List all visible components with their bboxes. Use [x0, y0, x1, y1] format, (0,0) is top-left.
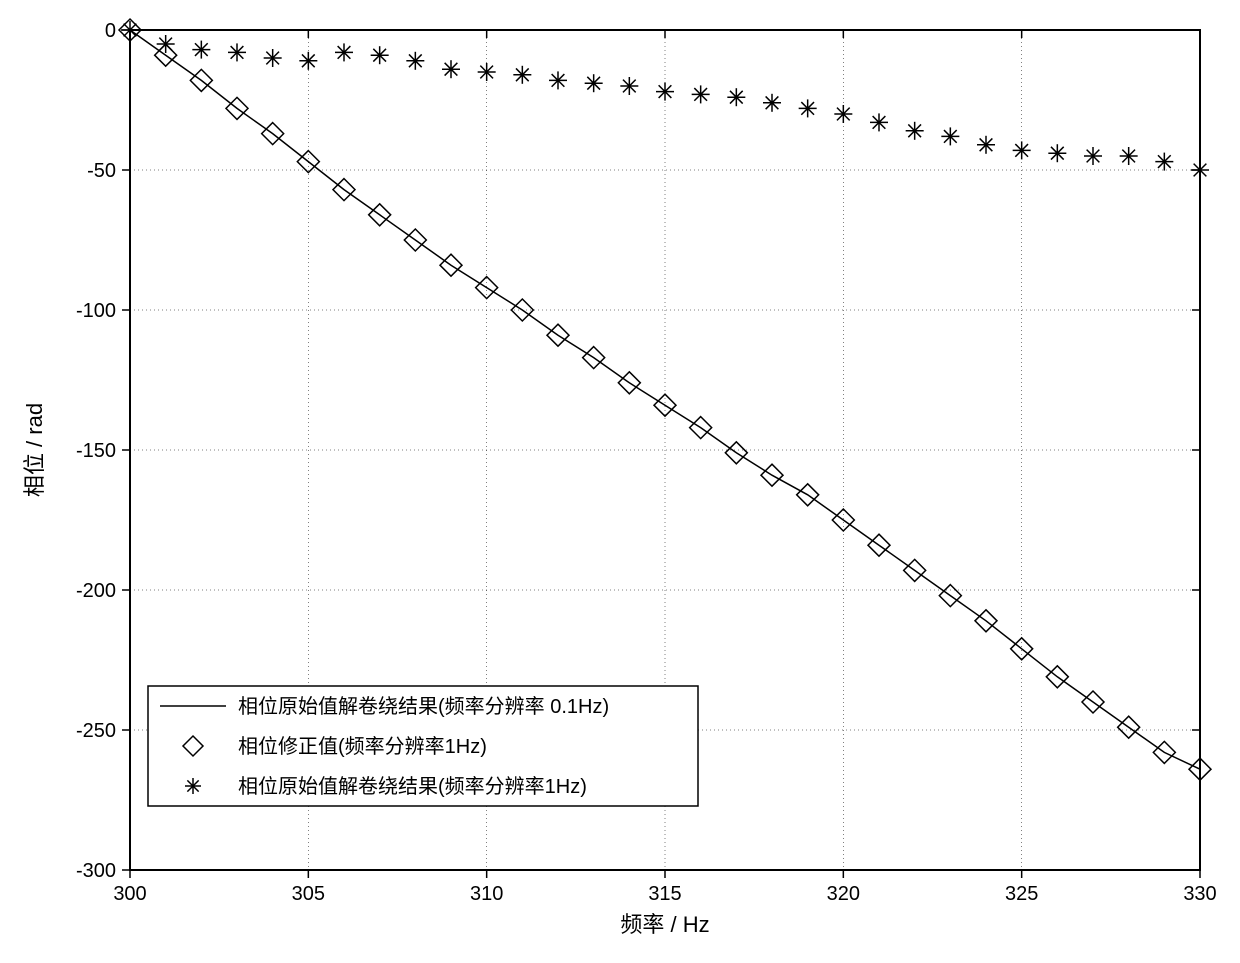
y-tick-label: -250 [76, 720, 116, 742]
phase-chart: 300 305 310 315 320 325 330 -300 -250 -200 -150 -10… [0, 0, 1240, 963]
y-axis-label: 相位 / rad [22, 403, 47, 497]
x-axis-label: 频率 / Hz [620, 912, 709, 937]
legend-item-label: 相位原始值解卷绕结果(频率分辨率 0.1Hz) [238, 695, 609, 718]
y-tick-label: -50 [87, 160, 116, 182]
x-tick-label: 325 [1005, 883, 1038, 905]
x-tick-label: 315 [648, 883, 681, 905]
y-tick-label: -100 [76, 300, 116, 322]
y-tick-label: -300 [76, 860, 116, 882]
legend-item-label: 相位原始值解卷绕结果(频率分辨率1Hz) [238, 775, 587, 798]
y-tick-label: -200 [76, 580, 116, 602]
x-tick-label: 310 [470, 883, 503, 905]
x-tick-label: 305 [292, 883, 325, 905]
legend: 相位原始值解卷绕结果(频率分辨率 0.1Hz) 相位修正值(频率分辨率1Hz) 相位… [148, 686, 698, 806]
x-tick-label: 320 [827, 883, 860, 905]
y-tick-label: 0 [105, 20, 116, 42]
x-tick-label: 300 [113, 883, 146, 905]
axis-labels: 频率 / Hz 相位 / rad [22, 403, 710, 937]
legend-item-label: 相位修正值(频率分辨率1Hz) [238, 735, 487, 758]
x-tick-label: 330 [1183, 883, 1216, 905]
y-tick-label: -150 [76, 440, 116, 462]
chart-svg: 300 305 310 315 320 325 330 -300 -250 -200 -150 -10… [0, 0, 1240, 963]
star_series [121, 21, 1209, 179]
